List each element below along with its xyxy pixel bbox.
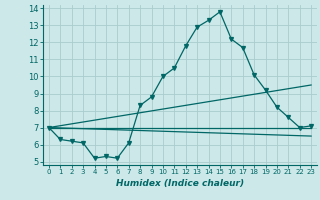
X-axis label: Humidex (Indice chaleur): Humidex (Indice chaleur)	[116, 179, 244, 188]
